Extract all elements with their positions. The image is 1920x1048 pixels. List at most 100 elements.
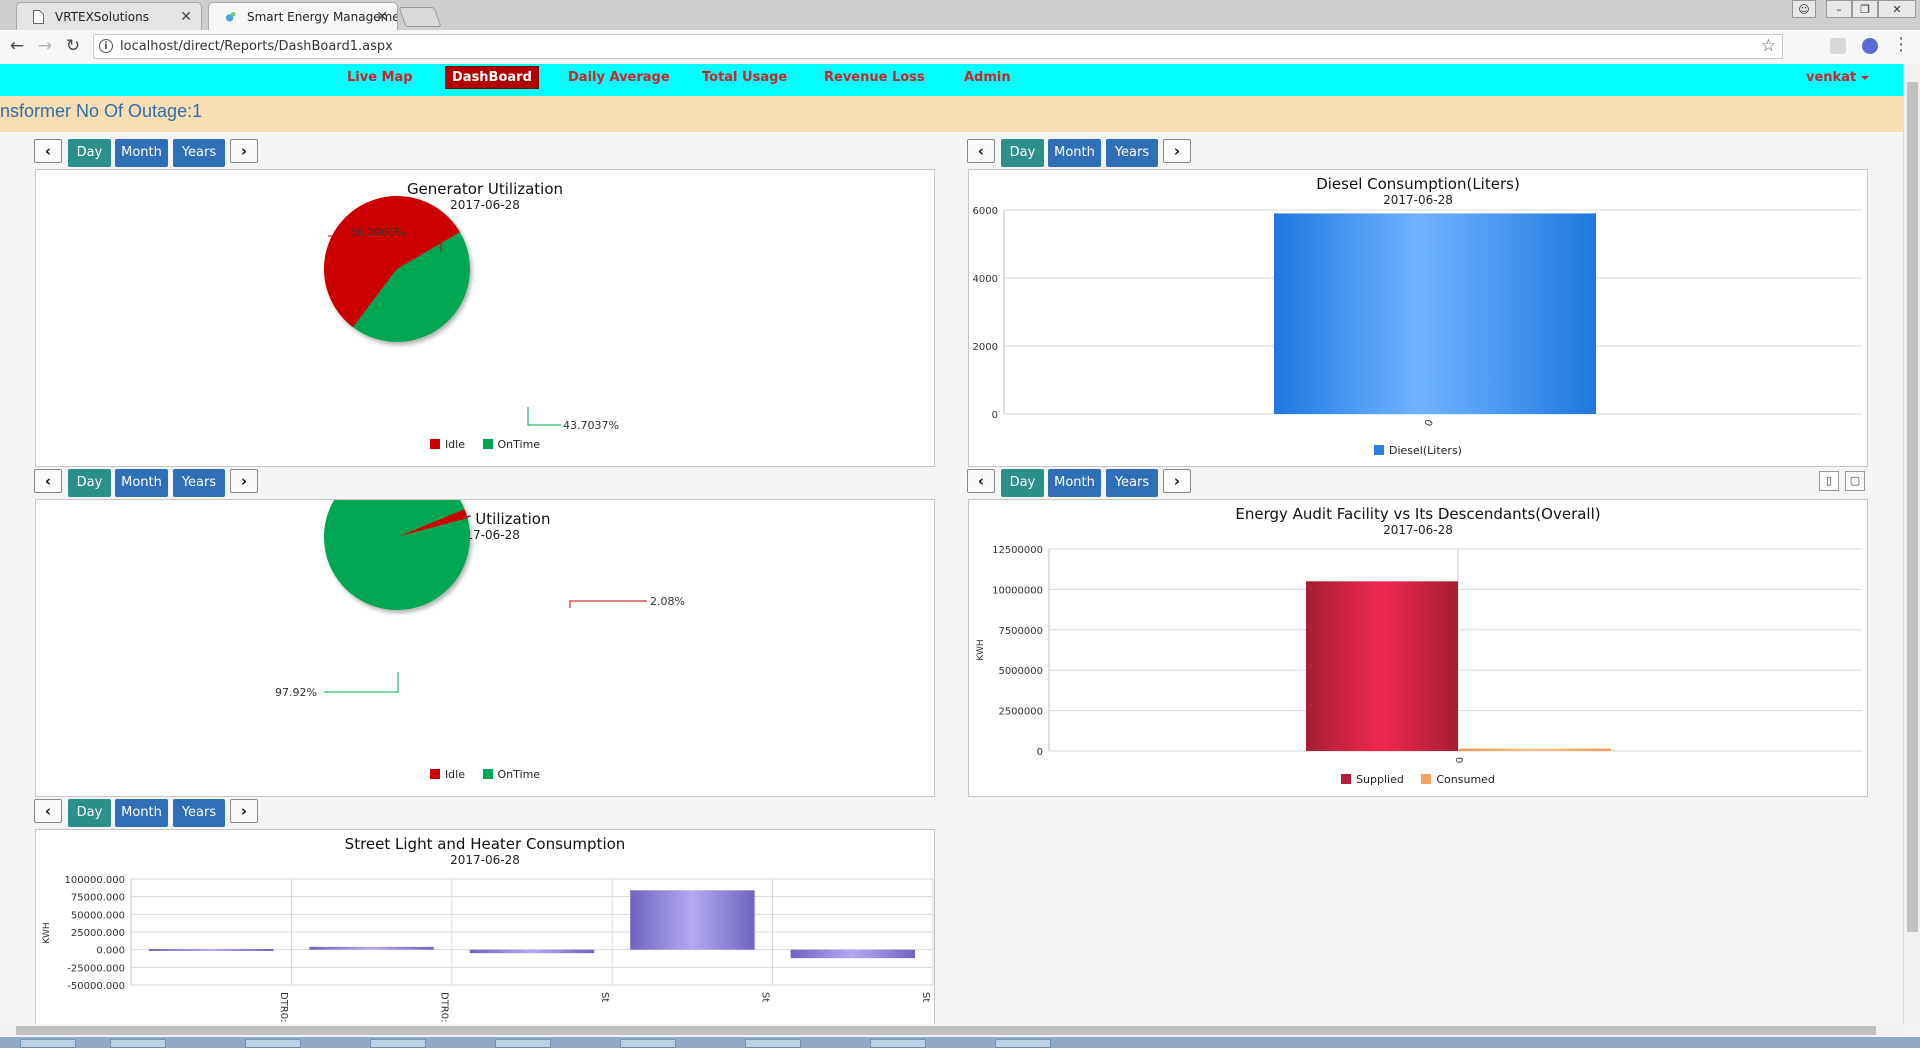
- user-name: venkat: [1806, 70, 1857, 85]
- app-favicon-icon: [225, 11, 236, 22]
- bar-diesel: [1274, 213, 1596, 414]
- nav-admin[interactable]: Admin: [964, 70, 1011, 85]
- month-button[interactable]: Month: [1048, 139, 1101, 167]
- forward-icon[interactable]: →: [37, 36, 53, 56]
- horizontal-scrollbar[interactable]: [0, 1024, 1903, 1037]
- chart-toggle-a-icon[interactable]: ▯: [1819, 471, 1839, 491]
- legend-swatch: [1341, 774, 1352, 784]
- legend-item-idle[interactable]: Idle: [429, 438, 465, 451]
- years-button[interactable]: Years: [1106, 469, 1158, 497]
- new-tab-button[interactable]: [398, 7, 442, 27]
- month-button[interactable]: Month: [115, 139, 168, 167]
- taskbar-item[interactable]: [245, 1039, 301, 1048]
- next-period-button[interactable]: ›: [230, 139, 258, 163]
- close-tab-icon[interactable]: ✕: [376, 9, 388, 25]
- day-button[interactable]: Day: [68, 799, 111, 827]
- next-period-button[interactable]: ›: [230, 469, 258, 493]
- browser-menu-icon[interactable]: · · ·: [1898, 29, 1904, 60]
- legend-swatch: [1421, 774, 1432, 784]
- diesel-consumption-panel: Diesel Consumption(Liters) 2017-06-28 60…: [968, 169, 1868, 467]
- y-axis-label: KWH: [976, 639, 986, 660]
- x-tick-label: DTR0:: [278, 992, 289, 1023]
- legend-item-consumed[interactable]: Consumed: [1421, 773, 1495, 786]
- street-light-bar-chart: 100000.000 75000.000 50000.000 25000.000 0.0…: [42, 875, 934, 1023]
- chart-subtitle: 2017-06-28: [1383, 523, 1453, 537]
- taskbar-item[interactable]: [995, 1039, 1051, 1048]
- next-period-button[interactable]: ›: [1163, 469, 1191, 493]
- reload-icon[interactable]: ↻: [65, 36, 81, 56]
- user-menu[interactable]: venkat: [1806, 70, 1870, 85]
- nav-live-map[interactable]: Live Map: [347, 70, 413, 85]
- legend-item-idle[interactable]: Idle: [429, 768, 465, 781]
- vertical-scrollbar[interactable]: [1903, 64, 1920, 1024]
- nav-daily-average[interactable]: Daily Average: [568, 70, 670, 85]
- y-tick-label: 6000: [973, 206, 998, 217]
- month-button[interactable]: Month: [115, 799, 168, 827]
- day-button[interactable]: Day: [68, 469, 111, 497]
- legend-item-diesel[interactable]: Diesel(Liters): [1374, 444, 1462, 457]
- prev-period-button[interactable]: ‹: [34, 139, 62, 163]
- day-button[interactable]: Day: [1001, 469, 1044, 497]
- years-button[interactable]: Years: [173, 139, 225, 167]
- years-button[interactable]: Years: [173, 799, 225, 827]
- scrollbar-thumb[interactable]: [16, 1026, 1876, 1035]
- prev-period-button[interactable]: ‹: [34, 799, 62, 823]
- extension-pdf-icon[interactable]: [1830, 38, 1846, 54]
- legend-item-supplied[interactable]: Supplied: [1341, 773, 1404, 786]
- prev-period-button[interactable]: ‹: [34, 469, 62, 493]
- y-tick-label: 5000000: [998, 666, 1043, 677]
- profile-icon[interactable]: ☺: [1792, 0, 1816, 18]
- month-button[interactable]: Month: [115, 469, 168, 497]
- back-icon[interactable]: ←: [9, 36, 25, 56]
- ontime-percent-label: 97.92%: [275, 686, 317, 699]
- browser-tab-smart-energy[interactable]: Smart Energy Management ✕: [208, 2, 398, 30]
- x-tick-label: 0: [1423, 418, 1436, 428]
- scrollbar-thumb[interactable]: [1907, 82, 1918, 932]
- chart-toggle-b-icon[interactable]: ▢: [1845, 471, 1865, 491]
- next-period-button[interactable]: ›: [1163, 139, 1191, 163]
- legend-swatch: [1374, 445, 1385, 455]
- browser-tab-title: VRTEXSolutions: [55, 10, 149, 24]
- restore-icon[interactable]: ❐: [1852, 0, 1878, 18]
- legend-label: OnTime: [497, 438, 541, 451]
- day-button[interactable]: Day: [1001, 139, 1044, 167]
- taskbar-item[interactable]: [20, 1039, 76, 1048]
- close-window-icon[interactable]: ✕: [1878, 0, 1916, 18]
- taskbar-item[interactable]: [370, 1039, 426, 1048]
- y-tick-label: 12500000: [992, 545, 1043, 556]
- y-tick-label: 2000: [973, 342, 998, 353]
- taskbar-item[interactable]: [745, 1039, 801, 1048]
- prev-period-button[interactable]: ‹: [967, 469, 995, 493]
- years-button[interactable]: Years: [1106, 139, 1158, 167]
- legend-item-ontime[interactable]: OnTime: [482, 438, 541, 451]
- bookmark-star-icon[interactable]: ☆: [1760, 36, 1776, 56]
- energy-audit-bar-chart: 12500000 10000000 7500000 5000000 2500000 0 K…: [976, 545, 1862, 763]
- minimize-icon[interactable]: –: [1826, 0, 1852, 18]
- taskbar-item[interactable]: [495, 1039, 551, 1048]
- taskbar-item[interactable]: [620, 1039, 676, 1048]
- taskbar-item[interactable]: [870, 1039, 926, 1048]
- years-button[interactable]: Years: [173, 469, 225, 497]
- generator-utilization-panel: Generator Utilization 2017-06-28 56.2963…: [35, 169, 935, 467]
- x-tick-label: St: [599, 992, 610, 1002]
- taskbar-item[interactable]: [110, 1039, 166, 1048]
- month-button[interactable]: Month: [1048, 469, 1101, 497]
- address-bar[interactable]: i localhost/direct/Reports/DashBoard1.as…: [93, 34, 1783, 59]
- next-period-button[interactable]: ›: [230, 799, 258, 823]
- y-tick-label: 10000000: [992, 585, 1043, 596]
- prev-period-button[interactable]: ‹: [967, 139, 995, 163]
- info-icon[interactable]: i: [99, 39, 113, 53]
- browser-tab-vrtex[interactable]: VRTEXSolutions ✕: [16, 2, 202, 30]
- legend-item-ontime[interactable]: OnTime: [482, 768, 540, 781]
- nav-total-usage[interactable]: Total Usage: [702, 70, 788, 85]
- bar-street-2: [469, 949, 595, 954]
- nav-dashboard[interactable]: DashBoard: [445, 66, 539, 89]
- extension-shield-icon[interactable]: [1862, 38, 1878, 54]
- idle-leader-line: [569, 600, 647, 608]
- url-text[interactable]: localhost/direct/Reports/DashBoard1.aspx: [120, 39, 393, 54]
- close-tab-icon[interactable]: ✕: [180, 9, 192, 25]
- os-taskbar: [0, 1037, 1920, 1048]
- nav-revenue-loss[interactable]: Revenue Loss: [824, 70, 925, 85]
- y-tick-label: 7500000: [998, 626, 1043, 637]
- day-button[interactable]: Day: [68, 139, 111, 167]
